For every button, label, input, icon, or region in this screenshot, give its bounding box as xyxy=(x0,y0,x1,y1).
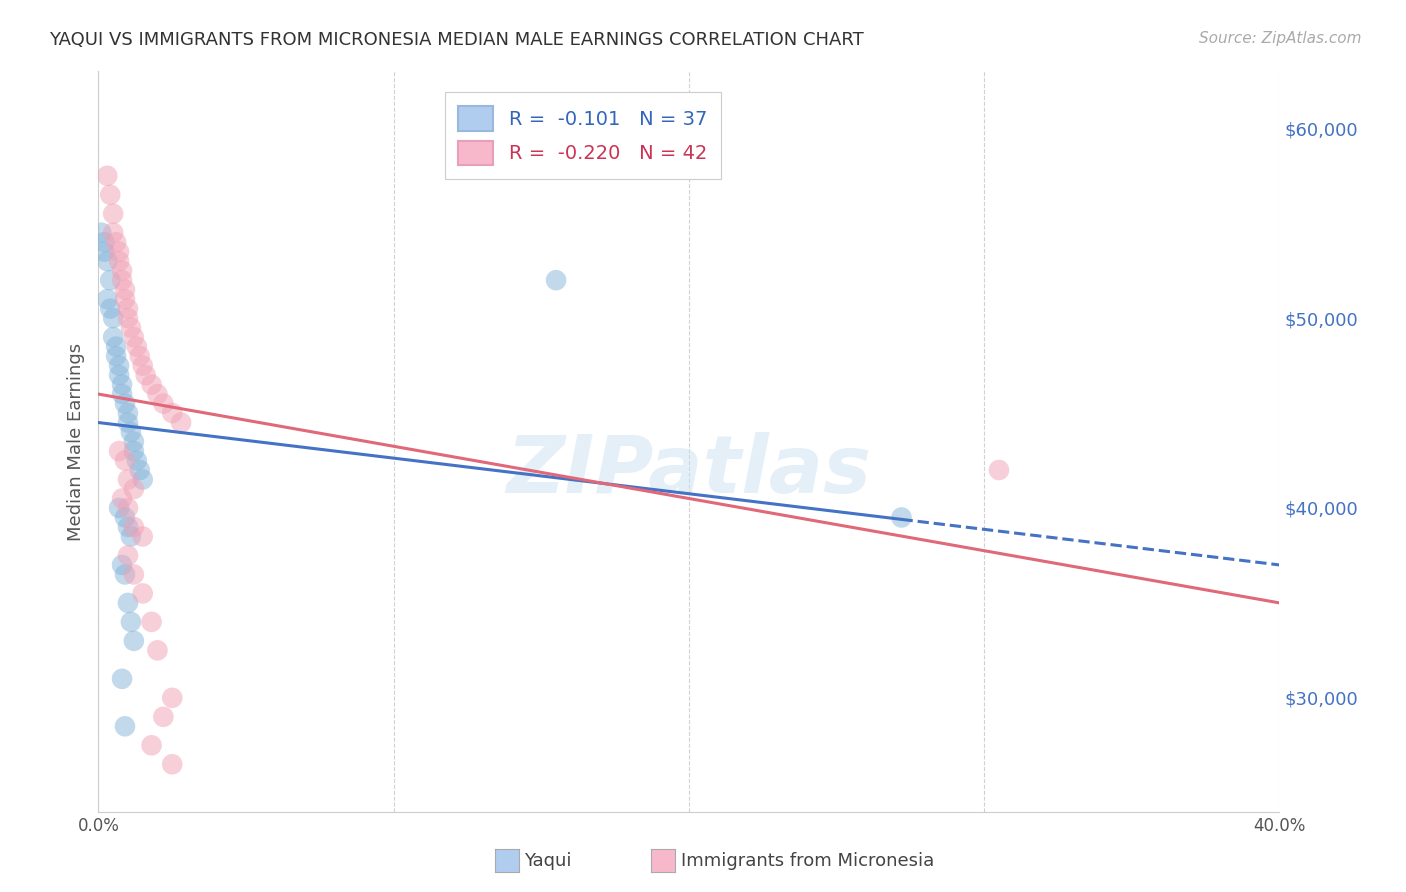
Point xyxy=(132,586,155,600)
Point xyxy=(93,235,115,250)
Point xyxy=(98,187,121,202)
Point xyxy=(152,396,174,410)
Point xyxy=(98,273,121,287)
Point xyxy=(98,301,121,316)
Point xyxy=(111,491,134,506)
Point xyxy=(162,690,183,705)
Point xyxy=(132,359,155,373)
Point xyxy=(108,244,131,259)
Point xyxy=(111,387,134,401)
Point xyxy=(132,529,155,543)
Point xyxy=(890,510,912,524)
Point xyxy=(546,273,568,287)
Point xyxy=(105,340,128,354)
Point xyxy=(90,226,112,240)
Point xyxy=(120,529,142,543)
Point xyxy=(111,273,134,287)
Point xyxy=(108,444,131,458)
Point xyxy=(117,311,139,326)
Point xyxy=(122,444,145,458)
Y-axis label: Median Male Earnings: Median Male Earnings xyxy=(66,343,84,541)
Point xyxy=(152,710,174,724)
Point xyxy=(103,330,125,344)
Point xyxy=(122,567,145,582)
Point xyxy=(132,473,155,487)
Point xyxy=(122,482,145,496)
Point xyxy=(111,377,134,392)
Point xyxy=(120,320,142,334)
Point xyxy=(114,292,136,306)
Text: YAQUI VS IMMIGRANTS FROM MICRONESIA MEDIAN MALE EARNINGS CORRELATION CHART: YAQUI VS IMMIGRANTS FROM MICRONESIA MEDI… xyxy=(49,31,863,49)
Legend: R =  -0.101   N = 37, R =  -0.220   N = 42: R = -0.101 N = 37, R = -0.220 N = 42 xyxy=(444,92,721,179)
Point xyxy=(96,254,118,268)
Point xyxy=(117,406,139,420)
Point xyxy=(146,387,169,401)
Point xyxy=(120,615,142,629)
Point xyxy=(103,311,125,326)
Point xyxy=(122,520,145,534)
Point xyxy=(122,330,145,344)
Point xyxy=(122,633,145,648)
Point xyxy=(125,453,148,467)
Point xyxy=(128,349,150,363)
Point xyxy=(146,643,169,657)
Point xyxy=(114,719,136,733)
Point xyxy=(108,368,131,383)
Point xyxy=(111,672,134,686)
Point xyxy=(108,254,131,268)
Point xyxy=(108,500,131,515)
Point xyxy=(170,416,193,430)
Text: Immigrants from Micronesia: Immigrants from Micronesia xyxy=(681,852,934,870)
Point xyxy=(141,377,163,392)
Point xyxy=(988,463,1011,477)
Point xyxy=(93,244,115,259)
Point xyxy=(105,235,128,250)
Point xyxy=(162,757,183,772)
Point xyxy=(96,292,118,306)
Point xyxy=(117,596,139,610)
Point xyxy=(114,396,136,410)
Point xyxy=(114,283,136,297)
Point xyxy=(108,359,131,373)
Text: Yaqui: Yaqui xyxy=(524,852,572,870)
Point xyxy=(111,558,134,572)
Point xyxy=(117,549,139,563)
Point xyxy=(141,739,163,753)
Point xyxy=(105,349,128,363)
Point xyxy=(162,406,183,420)
Point xyxy=(114,453,136,467)
Point xyxy=(117,416,139,430)
Point xyxy=(114,510,136,524)
Point xyxy=(103,226,125,240)
Text: ZIPatlas: ZIPatlas xyxy=(506,432,872,510)
Point xyxy=(96,169,118,183)
Point xyxy=(122,434,145,449)
Point xyxy=(117,473,139,487)
Point xyxy=(141,615,163,629)
Point xyxy=(103,207,125,221)
Point xyxy=(125,340,148,354)
Point xyxy=(128,463,150,477)
Point xyxy=(114,567,136,582)
Point xyxy=(117,301,139,316)
Point xyxy=(111,263,134,277)
Point xyxy=(135,368,157,383)
Text: Source: ZipAtlas.com: Source: ZipAtlas.com xyxy=(1198,31,1361,46)
Point xyxy=(117,520,139,534)
Point xyxy=(120,425,142,439)
Point xyxy=(117,500,139,515)
